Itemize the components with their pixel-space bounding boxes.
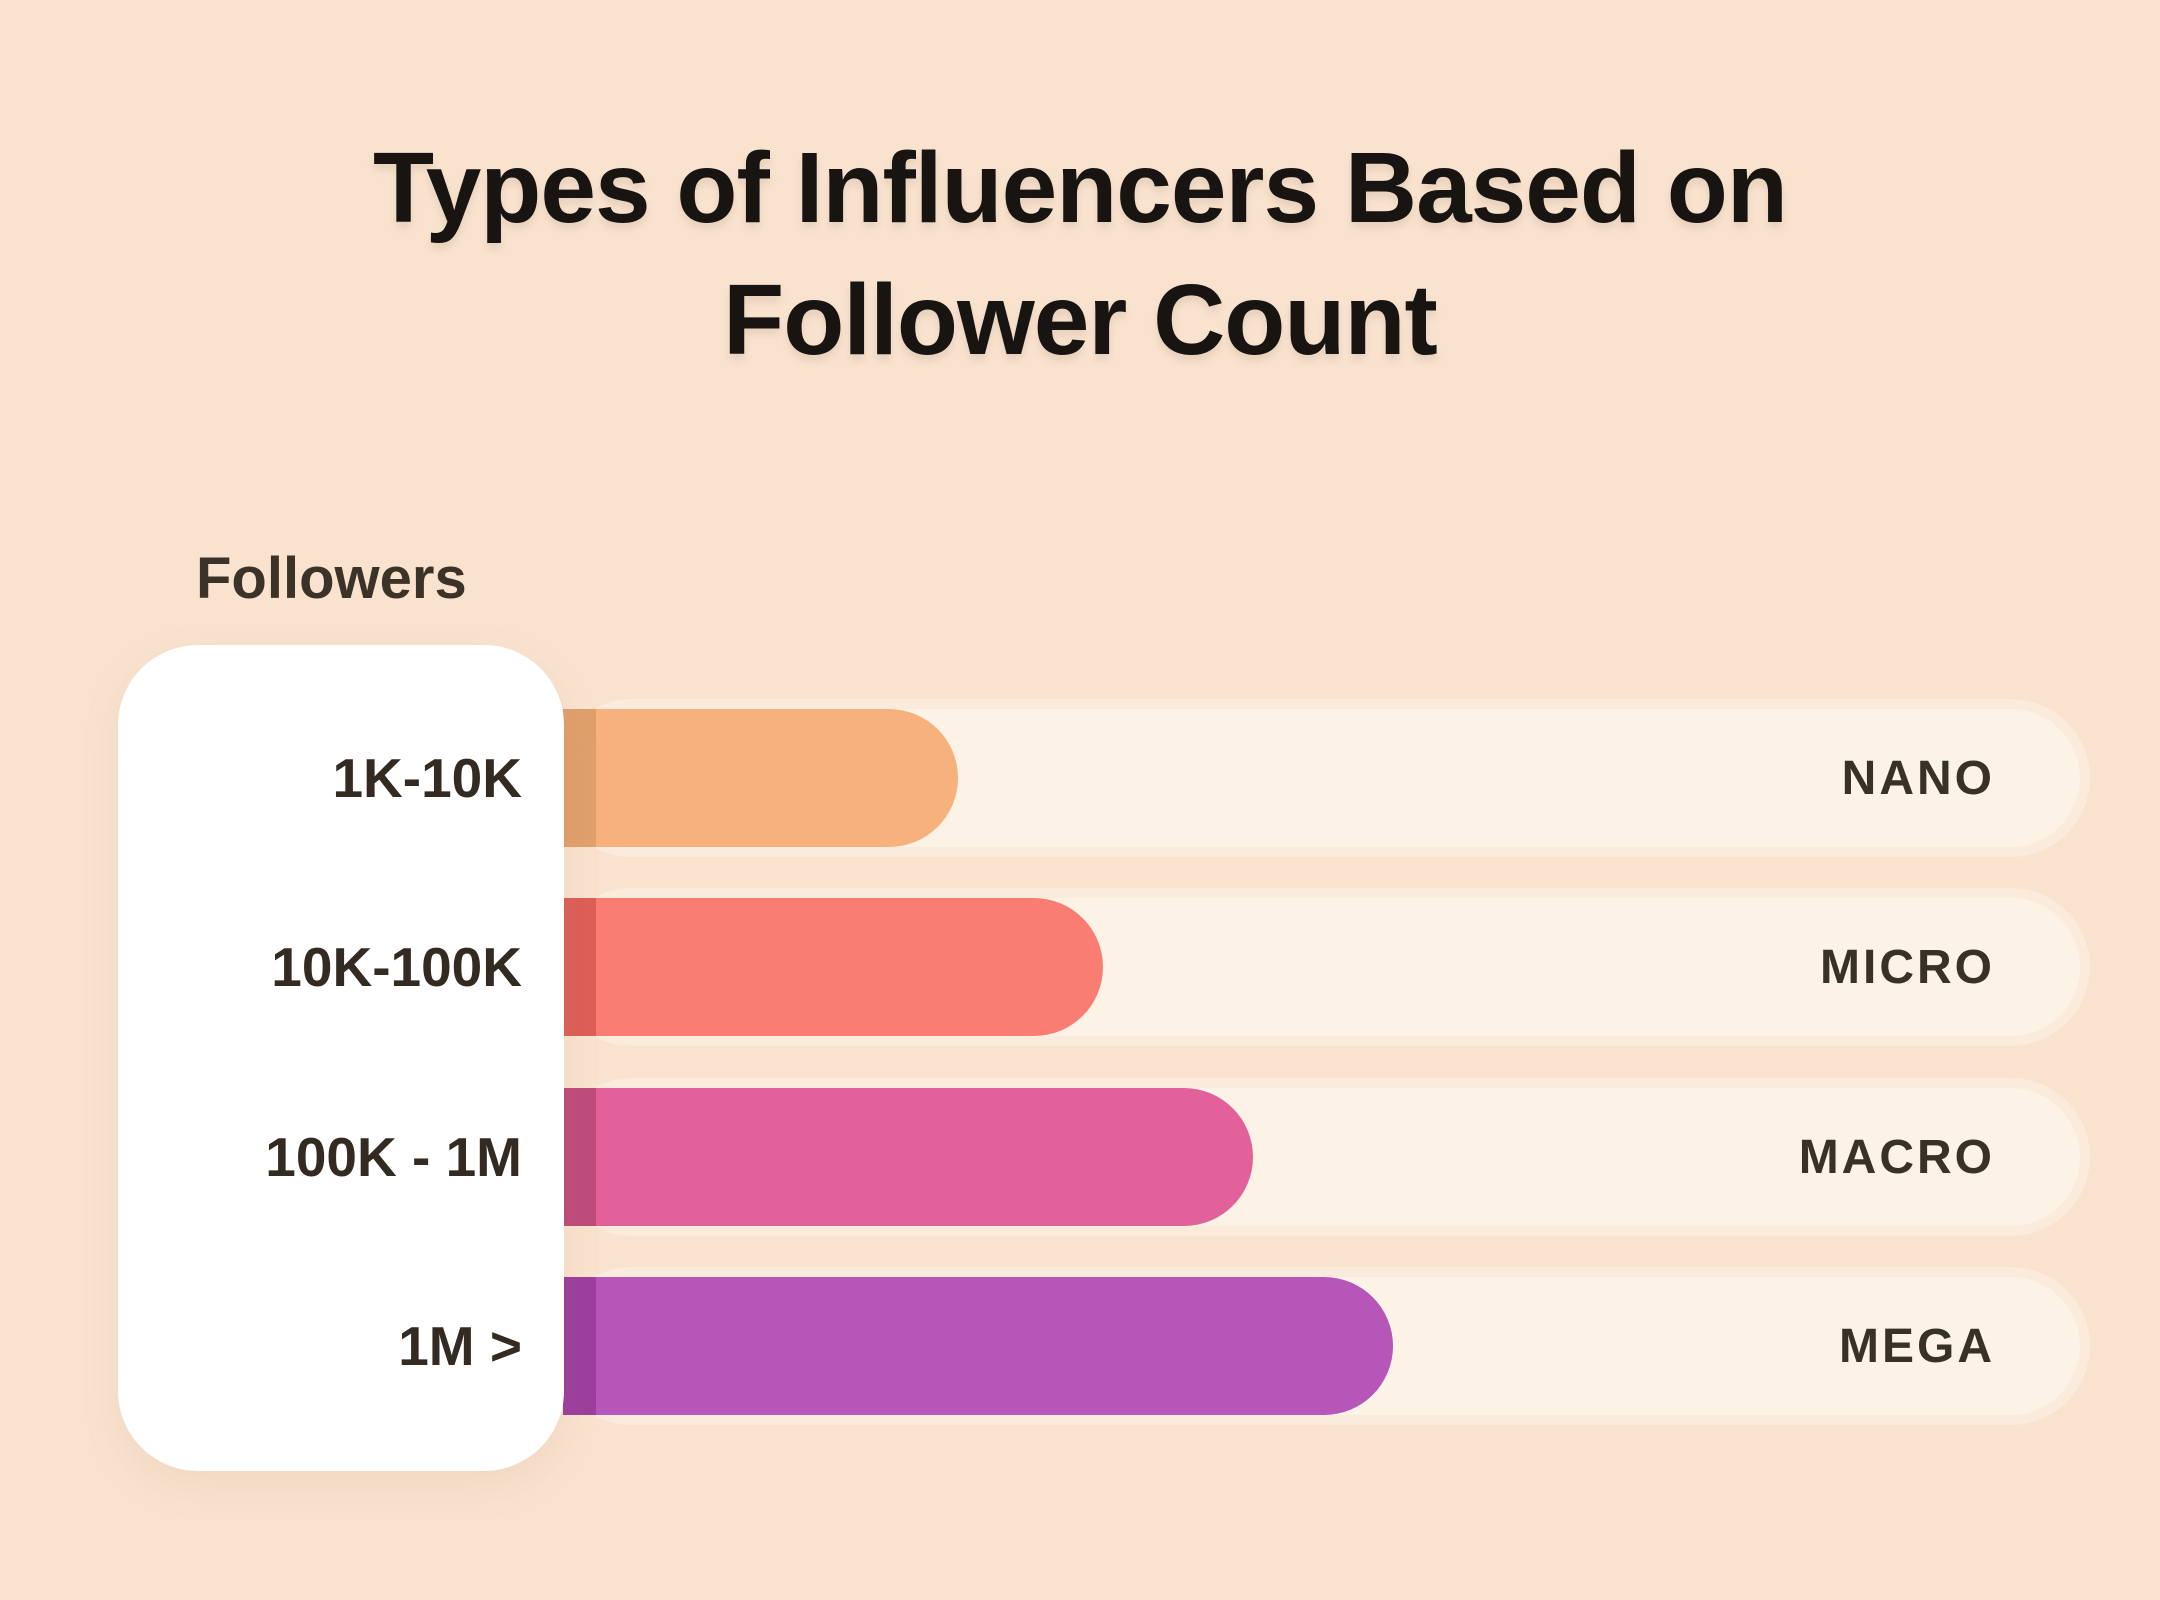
follower-range-label: 1K-10K [332,747,522,809]
follower-range-label: 1M > [398,1315,522,1377]
followers-axis-label: Followers [196,546,467,611]
bar-edge-shade [563,898,596,1036]
chart-title: Types of Influencers Based on Follower C… [0,122,2160,386]
tier-label: MACRO [1798,1130,1995,1184]
bar-edge-shade [563,1277,596,1415]
bar [563,709,958,847]
tier-label: MICRO [1820,940,1995,994]
chart-title-line-1: Types of Influencers Based on [373,132,1788,244]
bar [563,1277,1393,1415]
bar-edge-shade [563,709,596,847]
tier-label: MEGA [1839,1319,1995,1373]
follower-range-label: 100K - 1M [265,1126,522,1188]
tier-label: NANO [1841,751,1995,805]
bar-edge-shade [563,1088,596,1226]
follower-ranges-panel [118,645,564,1471]
bar [563,898,1103,1036]
bar [563,1088,1253,1226]
follower-range-label: 10K-100K [271,936,522,998]
chart-title-line-2: Follower Count [723,264,1438,376]
